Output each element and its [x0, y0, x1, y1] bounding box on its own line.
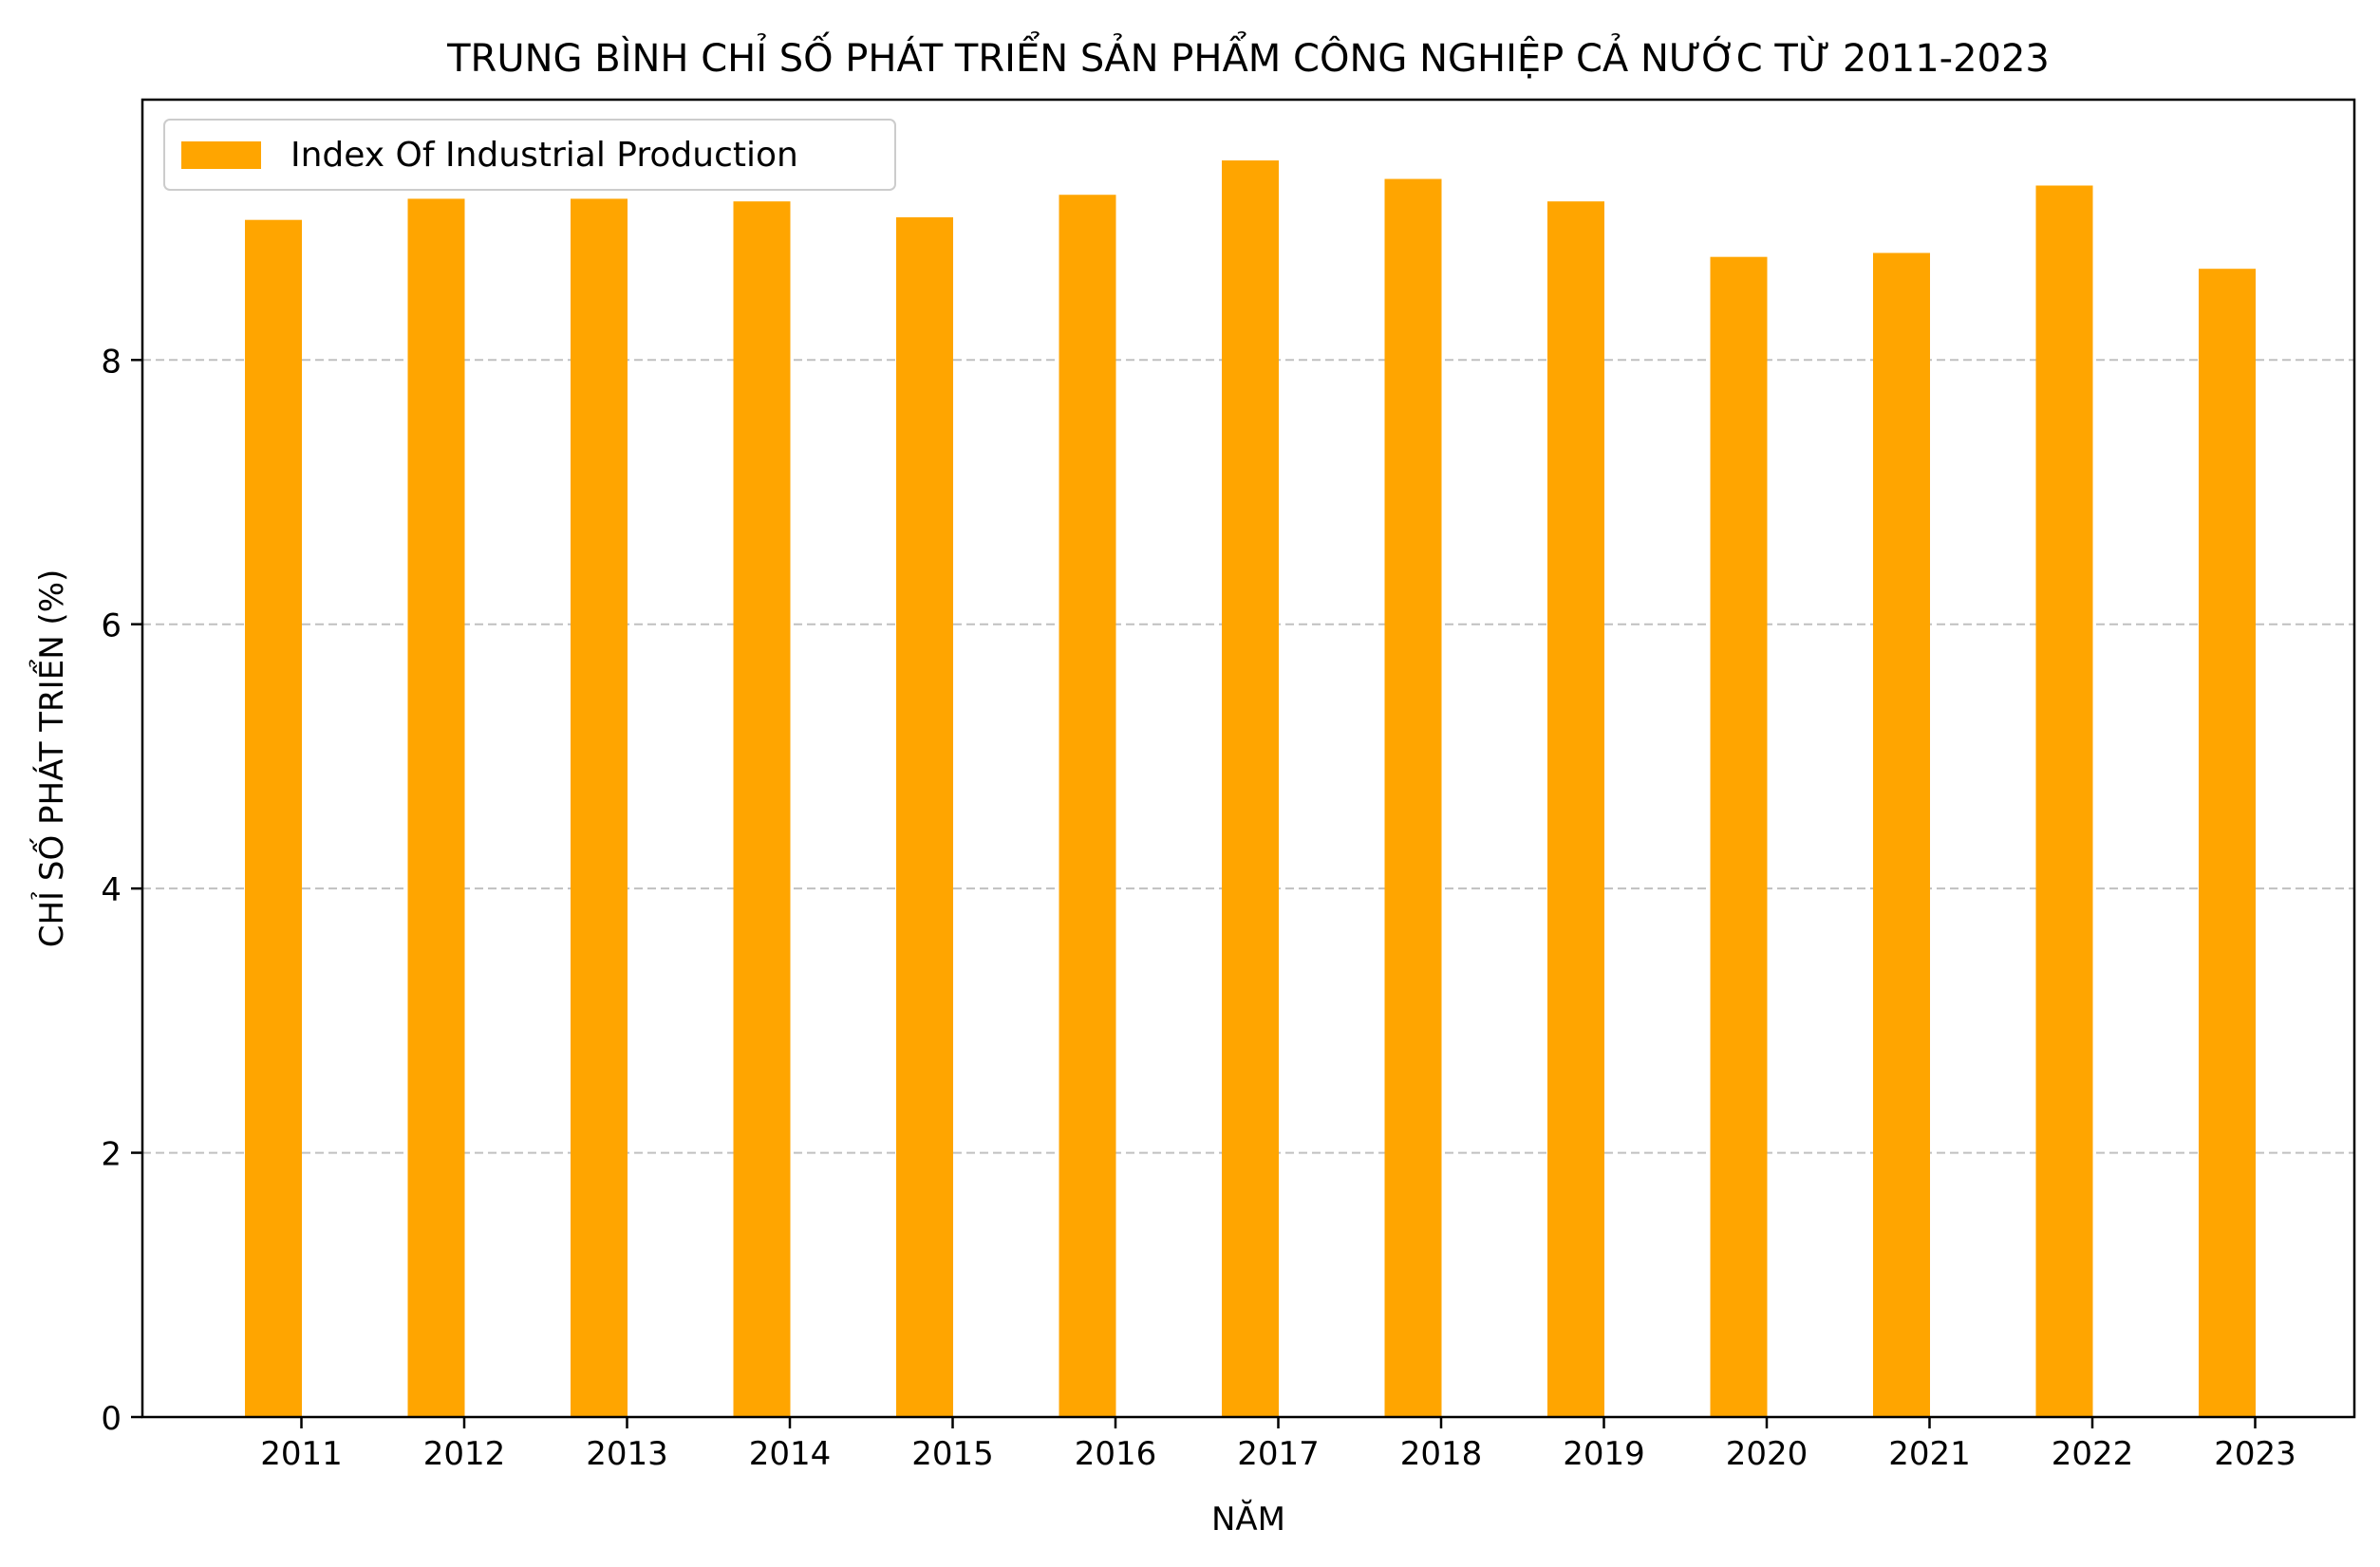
x-axis-label: NĂM	[1211, 1500, 1285, 1539]
x-tick-label: 2020	[1726, 1435, 1808, 1473]
legend-label: Index Of Industrial Production	[290, 136, 798, 175]
x-tick-label: 2018	[1400, 1435, 1483, 1473]
bar-2014	[733, 201, 791, 1417]
x-tick-label: 2019	[1563, 1435, 1645, 1473]
x-tick-label: 2016	[1075, 1435, 1157, 1473]
x-tick-label: 2011	[260, 1435, 343, 1473]
y-tick-label: 4	[101, 871, 122, 909]
x-axis: 2011 2012 2013 2014 2015 2016 2017 2018 2019 2020…	[260, 1417, 2296, 1473]
y-tick-label: 2	[101, 1136, 122, 1174]
x-tick-label: 2022	[2052, 1435, 2134, 1473]
bar-2020	[1710, 256, 1768, 1418]
bar-2021	[1873, 252, 1930, 1418]
bar-2022	[2035, 185, 2093, 1418]
bar-2019	[1547, 201, 1604, 1417]
bar-2023	[2199, 269, 2256, 1417]
legend-swatch	[181, 141, 261, 169]
bar-2015	[896, 216, 953, 1418]
chart-title: TRUNG BÌNH CHỈ SỐ PHÁT TRIỂN SẢN PHẨM CÔ…	[446, 30, 2050, 81]
bar-2017	[1222, 160, 1279, 1417]
legend: Index Of Industrial Production	[163, 119, 896, 191]
x-tick-label: 2021	[1888, 1435, 1971, 1473]
bar-2012	[407, 198, 465, 1418]
y-axis: 0 2 4 6 8	[101, 343, 142, 1438]
x-tick-label: 2017	[1237, 1435, 1320, 1473]
legend-box	[163, 119, 896, 191]
bars	[245, 160, 2256, 1418]
x-tick-label: 2013	[586, 1435, 668, 1473]
y-tick-label: 8	[101, 343, 122, 381]
y-tick-label: 6	[101, 607, 122, 645]
y-axis-label: CHỈ SỐ PHÁT TRIỂN (%)	[28, 569, 71, 948]
bar-2013	[571, 198, 628, 1418]
y-tick-label: 0	[101, 1400, 122, 1438]
bar-2016	[1059, 195, 1116, 1418]
x-tick-label: 2023	[2214, 1435, 2296, 1473]
x-tick-label: 2014	[749, 1435, 832, 1473]
bar-2018	[1384, 178, 1442, 1417]
bar-2011	[245, 219, 302, 1417]
x-tick-label: 2012	[423, 1435, 506, 1473]
plot-frame	[141, 98, 2356, 1419]
x-tick-label: 2015	[911, 1435, 994, 1473]
